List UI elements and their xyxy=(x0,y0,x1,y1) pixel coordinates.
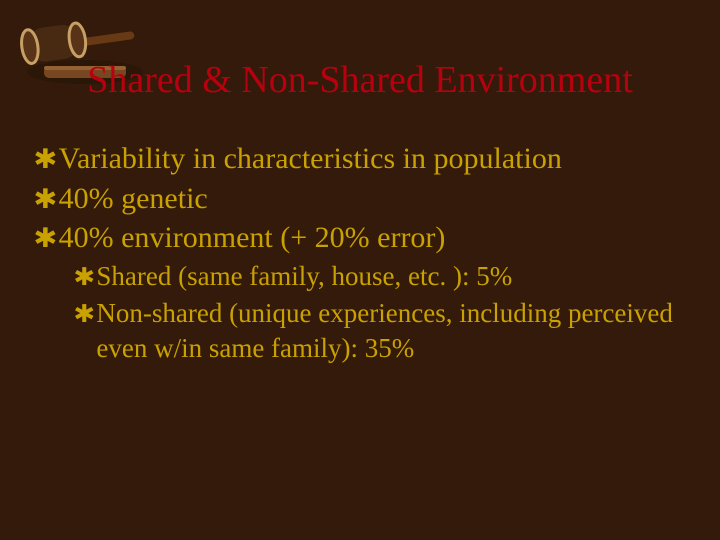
star-bullet-icon: ✱ xyxy=(73,262,95,294)
slide-body: ✱ Variability in characteristics in popu… xyxy=(34,140,694,368)
bullet-level1: ✱ 40% environment (+ 20% error) xyxy=(34,219,694,257)
star-bullet-icon: ✱ xyxy=(33,143,57,177)
bullet-text: Non-shared (unique experiences, includin… xyxy=(96,296,694,366)
bullet-level1: ✱ Variability in characteristics in popu… xyxy=(34,140,694,178)
bullet-text: 40% genetic xyxy=(59,180,694,218)
bullet-level2: ✱ Non-shared (unique experiences, includ… xyxy=(74,296,694,366)
bullet-level1: ✱ 40% genetic xyxy=(34,180,694,218)
star-bullet-icon: ✱ xyxy=(33,222,57,256)
bullet-text: Shared (same family, house, etc. ): 5% xyxy=(96,259,694,294)
bullet-text: Variability in characteristics in popula… xyxy=(59,140,694,178)
bullet-text: 40% environment (+ 20% error) xyxy=(59,219,694,257)
star-bullet-icon: ✱ xyxy=(73,299,95,331)
star-bullet-icon: ✱ xyxy=(33,183,57,217)
slide-title: Shared & Non-Shared Environment xyxy=(0,58,720,102)
bullet-level2: ✱ Shared (same family, house, etc. ): 5% xyxy=(74,259,694,294)
